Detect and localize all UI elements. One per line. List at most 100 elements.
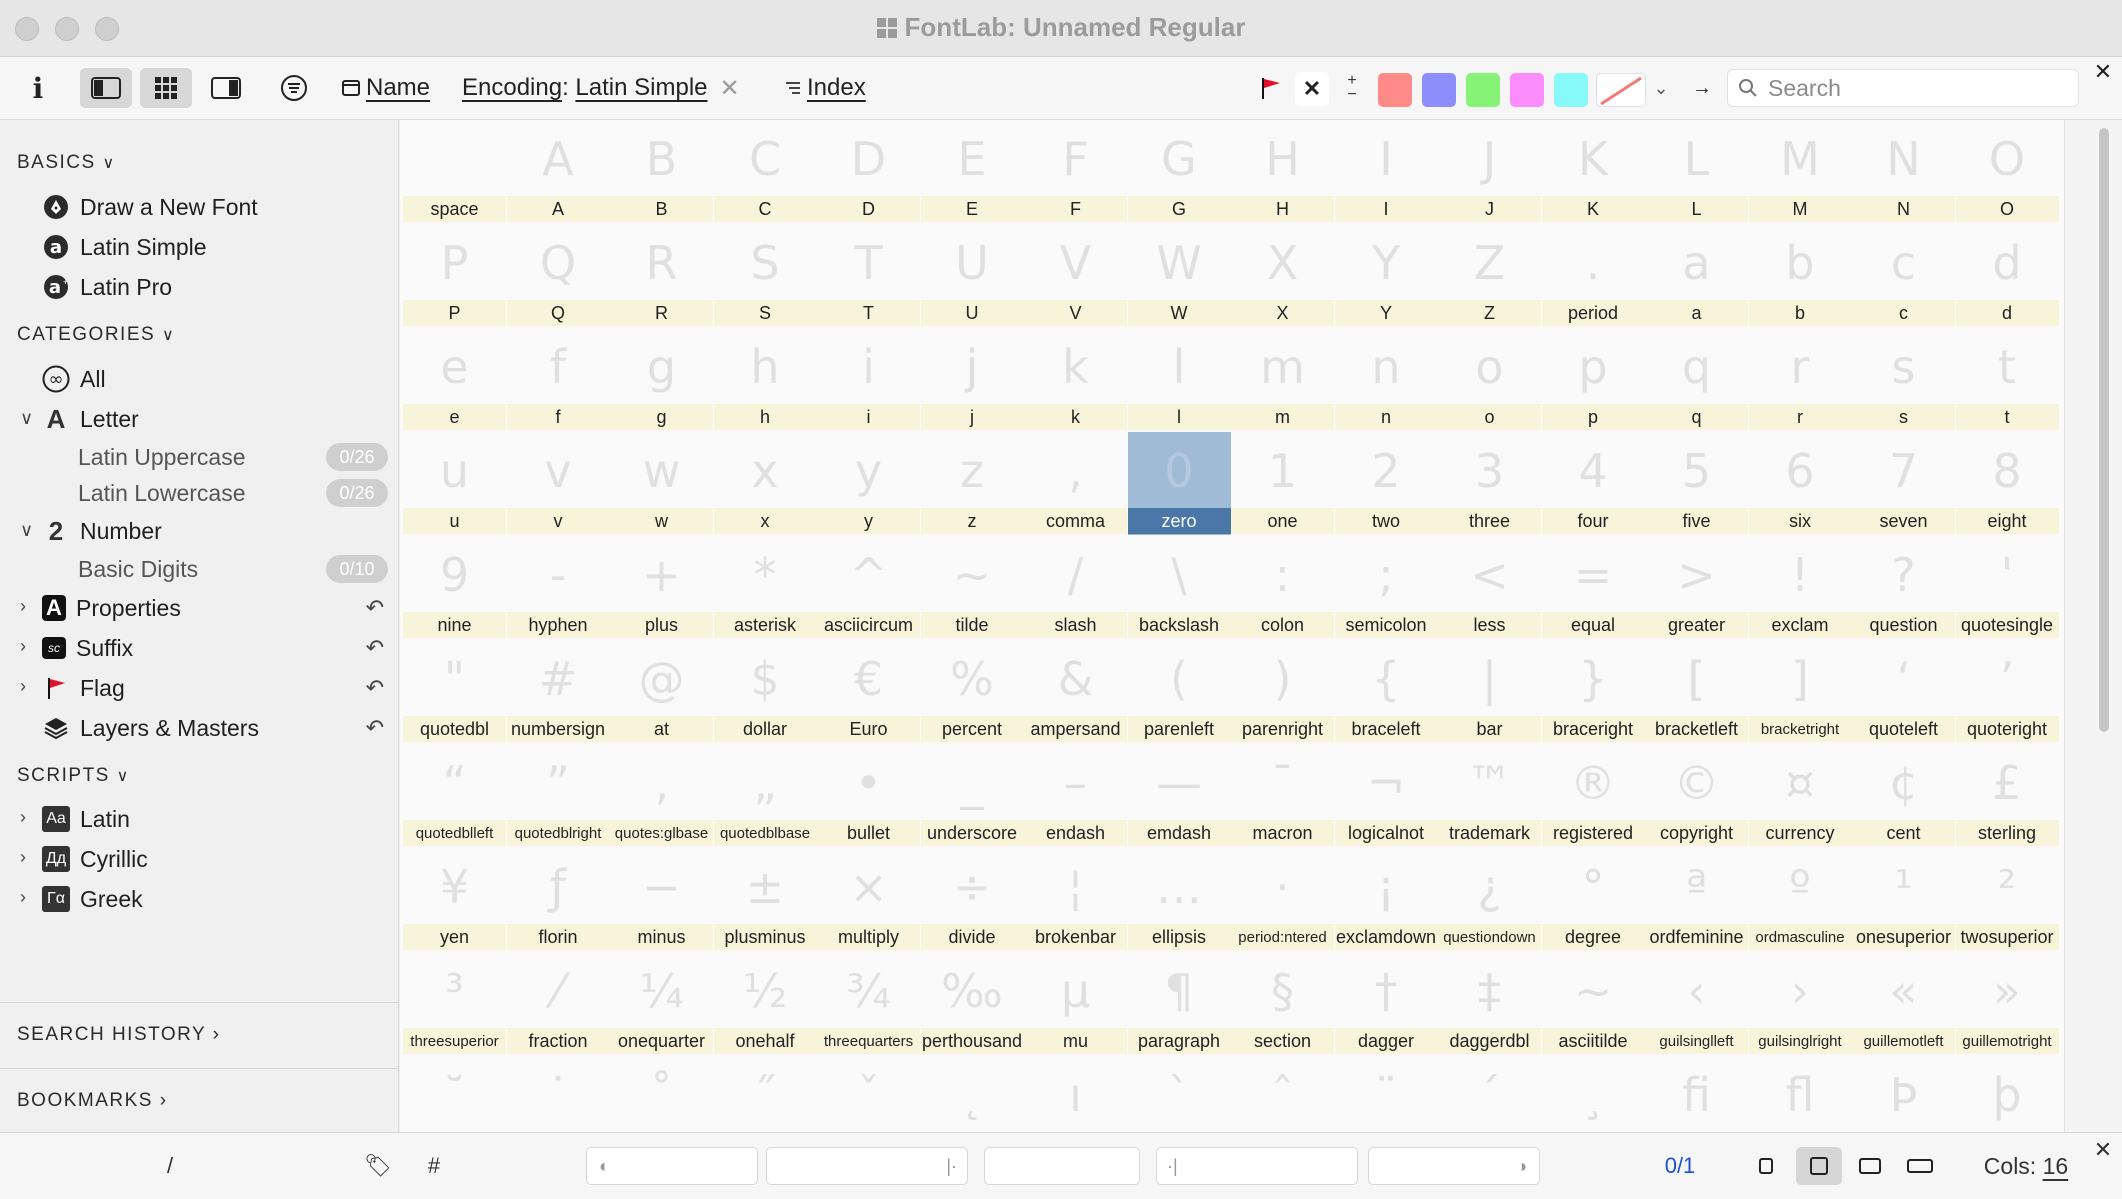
- color-swatch-red[interactable]: [1378, 73, 1412, 107]
- glyph-cell[interactable]: ƒ florin: [506, 848, 610, 951]
- glyph-cell[interactable]: « guillemotleft: [1852, 952, 1955, 1055]
- revert-icon[interactable]: ↶: [365, 675, 384, 700]
- glyph-cell[interactable]: • bullet: [817, 744, 920, 847]
- grid-view-button[interactable]: [140, 68, 192, 108]
- toggle-panel-button[interactable]: [200, 68, 252, 108]
- category-letter[interactable]: ∨ A Letter: [20, 403, 139, 434]
- left-margin-field[interactable]: |·: [766, 1147, 968, 1185]
- glyph-cell[interactable]: 3 three: [1438, 432, 1541, 535]
- subcategory-basic-digits[interactable]: Basic Digits 0/10: [0, 550, 398, 588]
- close-statusbar-button[interactable]: ✕: [2090, 1137, 2116, 1163]
- disclosure-closed-icon[interactable]: ›: [20, 596, 26, 616]
- disclosure-closed-icon[interactable]: ›: [20, 807, 26, 827]
- glyph-cell[interactable]: ³ threesuperior: [403, 952, 506, 1055]
- glyph-cell[interactable]: + plus: [610, 536, 713, 639]
- minimize-window-button[interactable]: [55, 17, 79, 41]
- glyph-cell[interactable]: & ampersand: [1024, 640, 1127, 743]
- glyph-cell[interactable]: `: [1128, 1056, 1231, 1132]
- category-layers-masters[interactable]: Layers & Masters ↶: [0, 709, 398, 747]
- revert-icon[interactable]: ↶: [365, 595, 384, 620]
- glyph-cell[interactable]: 6 six: [1748, 432, 1852, 535]
- glyph-cell[interactable]: ¬ logicalnot: [1334, 744, 1438, 847]
- glyph-cell[interactable]: × multiply: [817, 848, 920, 951]
- glyph-cell[interactable]: ¦ brokenbar: [1024, 848, 1127, 951]
- revert-icon[interactable]: ↶: [365, 635, 384, 660]
- color-menu-button[interactable]: ⌄: [1650, 68, 1672, 108]
- glyph-cell[interactable]: | bar: [1438, 640, 1541, 743]
- script-cyrillic[interactable]: › Дд Cyrillic: [20, 845, 148, 872]
- scrollbar-thumb[interactable]: [2099, 128, 2109, 732]
- glyph-cell[interactable]: ° degree: [1541, 848, 1645, 951]
- glyph-cell[interactable]: ^ asciicircum: [817, 536, 920, 639]
- glyph-cell[interactable]: ´: [1438, 1056, 1541, 1132]
- glyph-cell[interactable]: “ quotedblleft: [403, 744, 506, 847]
- bookmarks-header[interactable]: BOOKMARKS ›: [17, 1090, 168, 1111]
- color-swatch-cyan[interactable]: [1554, 73, 1588, 107]
- glyph-cell[interactable]: Þ: [1852, 1056, 1955, 1132]
- clear-flag-button[interactable]: ✕: [1295, 72, 1329, 106]
- glyph-cell[interactable]: ª ordfeminine: [1645, 848, 1748, 951]
- width-field[interactable]: [984, 1147, 1140, 1185]
- category-all[interactable]: ∞ All: [0, 360, 398, 398]
- glyph-cell[interactable]: 4 four: [1541, 432, 1645, 535]
- glyph-cell[interactable]: ¾ threequarters: [817, 952, 920, 1055]
- glyph-cell[interactable]: § section: [1231, 952, 1334, 1055]
- glyph-cell[interactable]: @ at: [610, 640, 713, 743]
- glyph-cell[interactable]: . period: [1541, 224, 1645, 327]
- color-swatch-pink[interactable]: [1510, 73, 1544, 107]
- glyph-cell[interactable]: ? question: [1852, 536, 1955, 639]
- glyph-cell[interactable]: ) parenright: [1231, 640, 1334, 743]
- glyph-cell[interactable]: ¤ currency: [1748, 744, 1852, 847]
- category-flag[interactable]: › Flag ↶: [20, 674, 384, 701]
- encoding-selector[interactable]: Encoding: Latin Simple ✕: [462, 74, 740, 102]
- glyph-cell[interactable]: - hyphen: [506, 536, 610, 639]
- glyph-cell[interactable]: 2 two: [1334, 432, 1438, 535]
- disclosure-closed-icon[interactable]: ›: [20, 676, 26, 696]
- glyph-cell[interactable]: , comma: [1024, 432, 1127, 535]
- disclosure-open-icon[interactable]: ∨: [20, 520, 34, 540]
- glyph-cell[interactable]: ¶ paragraph: [1127, 952, 1231, 1055]
- glyph-cell[interactable]: … ellipsis: [1127, 848, 1231, 951]
- glyph-cell[interactable]: {braceleft: [1334, 640, 1438, 743]
- glyph-cell[interactable]: 9 nine: [403, 536, 506, 639]
- glyph-cell[interactable]: " quotedbl: [403, 640, 506, 743]
- glyph-cell[interactable]: ¥ yen: [403, 848, 506, 951]
- glyph-cell[interactable]: » guillemotright: [1955, 952, 2059, 1055]
- glyph-cell[interactable]: ˚: [610, 1056, 713, 1132]
- glyph-cell[interactable]: ’ quoteright: [1955, 640, 2059, 743]
- columns-control[interactable]: Cols: 16: [1983, 1152, 2069, 1179]
- glyph-cell[interactable]: ÷ divide: [920, 848, 1024, 951]
- glyph-cell[interactable]: © copyright: [1645, 744, 1748, 847]
- cell-size-small-button[interactable]: [1750, 1147, 1782, 1185]
- cell-size-medium-button[interactable]: [1796, 1147, 1842, 1185]
- glyph-cell[interactable]: ¨: [1335, 1056, 1438, 1132]
- glyph-cell[interactable]: þ: [1956, 1056, 2059, 1132]
- glyph-cell[interactable]: € Euro: [817, 640, 920, 743]
- glyph-cell[interactable]: 1 one: [1231, 432, 1334, 535]
- flag-button[interactable]: [1255, 68, 1287, 108]
- category-properties[interactable]: › A Properties ↶: [20, 594, 384, 621]
- right-margin-field[interactable]: ·|: [1156, 1147, 1358, 1185]
- search-input[interactable]: [1766, 73, 2070, 103]
- glyph-cell[interactable]: : colon: [1231, 536, 1334, 639]
